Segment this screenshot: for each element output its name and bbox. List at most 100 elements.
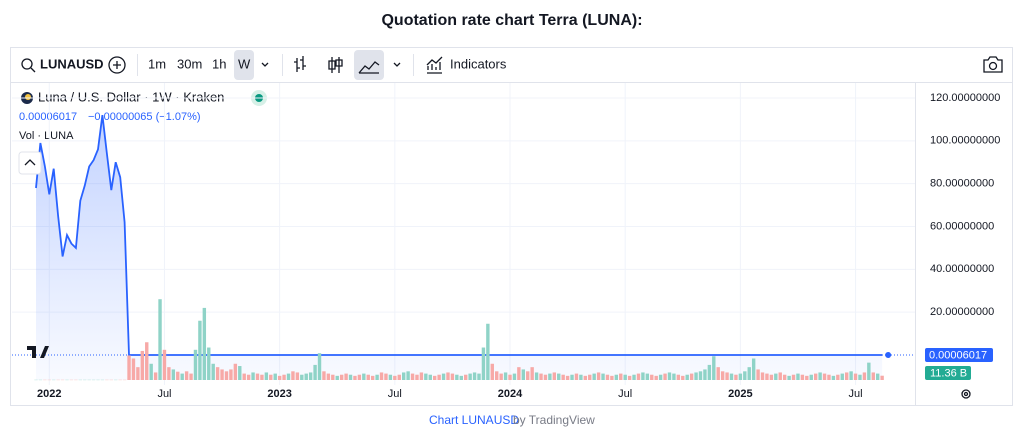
volume-bar [619, 373, 623, 380]
volume-bar [335, 375, 339, 380]
volume-bar [614, 374, 619, 380]
volume-bar [539, 373, 543, 380]
y-tick-label: 80.00000000 [930, 178, 994, 190]
volume-bar [388, 374, 393, 380]
volume-bar [238, 366, 242, 380]
price-area [36, 115, 883, 380]
page-title: Quotation rate chart Terra (LUNA): [381, 12, 642, 29]
volume-bar [703, 369, 707, 380]
volume-tag [925, 366, 971, 380]
interval-button[interactable]: 30m [177, 56, 202, 71]
volume-bar [610, 375, 614, 380]
volume-bar [685, 374, 689, 380]
collapse-legend-button[interactable] [18, 151, 42, 175]
volume-bar [813, 373, 818, 380]
volume-bar [406, 371, 410, 380]
volume-bar [176, 371, 180, 380]
area-style-button[interactable] [358, 61, 380, 74]
volume-bar [681, 375, 685, 380]
volume-bar [672, 373, 676, 380]
x-tick-label: Jul [849, 388, 863, 400]
volume-bar [220, 369, 224, 380]
search-icon [30, 67, 36, 73]
volume-bar [747, 367, 751, 380]
volume-bar [264, 372, 269, 380]
snapshot-button[interactable] [983, 56, 1003, 73]
legend-change: −0.00000065 (−1.07%) [88, 111, 201, 123]
volume-bar [472, 372, 477, 380]
volume-bar [787, 375, 791, 380]
volume-bar [255, 373, 260, 380]
volume-bar [260, 374, 264, 380]
volume-bar [534, 372, 539, 380]
volume-bar [450, 373, 455, 380]
volume-bar [725, 372, 729, 380]
volume-bar [441, 373, 446, 380]
volume-bar [348, 374, 353, 380]
volume-bar [468, 373, 472, 380]
interval-button[interactable]: W [238, 56, 251, 71]
volume-bar [158, 299, 162, 380]
volume-bar [561, 374, 565, 380]
volume-bar [654, 375, 658, 380]
settings-icon [963, 391, 969, 397]
volume-bar [140, 350, 145, 380]
volume-bar [521, 369, 525, 380]
volume-bar [189, 373, 193, 380]
volume-bar [246, 374, 251, 380]
indicators-icon[interactable] [426, 56, 443, 74]
x-tick-label: Jul [388, 388, 402, 400]
footer-link[interactable]: Chart LUNAUSD [429, 413, 519, 427]
y-tick-label: 120.00000000 [930, 92, 1000, 104]
volume-bar [667, 372, 672, 380]
volume-bar [424, 373, 428, 380]
volume-bar [397, 374, 401, 380]
last-price-label: 0.00006017 [929, 349, 987, 361]
interval-dropdown[interactable] [261, 62, 269, 67]
volume-bar [805, 375, 809, 380]
volume-bar [743, 371, 747, 380]
volume-bar [410, 373, 415, 380]
candle-style-button[interactable] [328, 57, 343, 73]
interval-button[interactable]: 1m [148, 56, 166, 71]
x-tick-label: Jul [618, 388, 632, 400]
volume-bar [379, 372, 384, 380]
volume-bar [734, 374, 738, 380]
volume-bar [503, 372, 508, 380]
settings-button[interactable] [961, 389, 971, 399]
interval-button[interactable]: 1h [212, 56, 226, 71]
volume-bar [782, 374, 787, 380]
volume-bar [871, 372, 875, 380]
volume-bar [557, 373, 561, 380]
volume-bar [273, 373, 277, 380]
volume-bar [153, 372, 158, 380]
volume-bar [233, 363, 238, 380]
volume-bar [455, 374, 459, 380]
volume-bar [490, 363, 494, 380]
volume-bar [428, 374, 432, 380]
volume-bar [800, 374, 805, 380]
volume-bar [300, 374, 304, 380]
volume-bar [167, 367, 171, 380]
volume-bar [145, 342, 149, 380]
last-price-tag [925, 348, 993, 363]
volume-bar [565, 375, 570, 380]
symbol-text: LUNAUSD [40, 56, 104, 71]
bar-style-button[interactable] [294, 56, 306, 72]
selected-style-bg [354, 50, 384, 80]
tradingview-logo[interactable] [27, 346, 49, 358]
volume-bar [650, 374, 654, 380]
y-tick-label: 20.00000000 [930, 306, 994, 318]
volume-bar [269, 374, 273, 380]
indicators-button[interactable]: Indicators [450, 56, 507, 71]
legend-volume: Vol · LUNA [19, 130, 74, 142]
style-dropdown[interactable] [393, 62, 401, 67]
volume-bar [627, 375, 632, 380]
volume-bar [286, 373, 291, 380]
volume-bar [291, 371, 295, 380]
volume-bar [375, 374, 379, 380]
compare-button[interactable] [108, 56, 126, 74]
symbol-search[interactable]: LUNAUSD [21, 56, 104, 73]
volume-bar [853, 373, 858, 380]
